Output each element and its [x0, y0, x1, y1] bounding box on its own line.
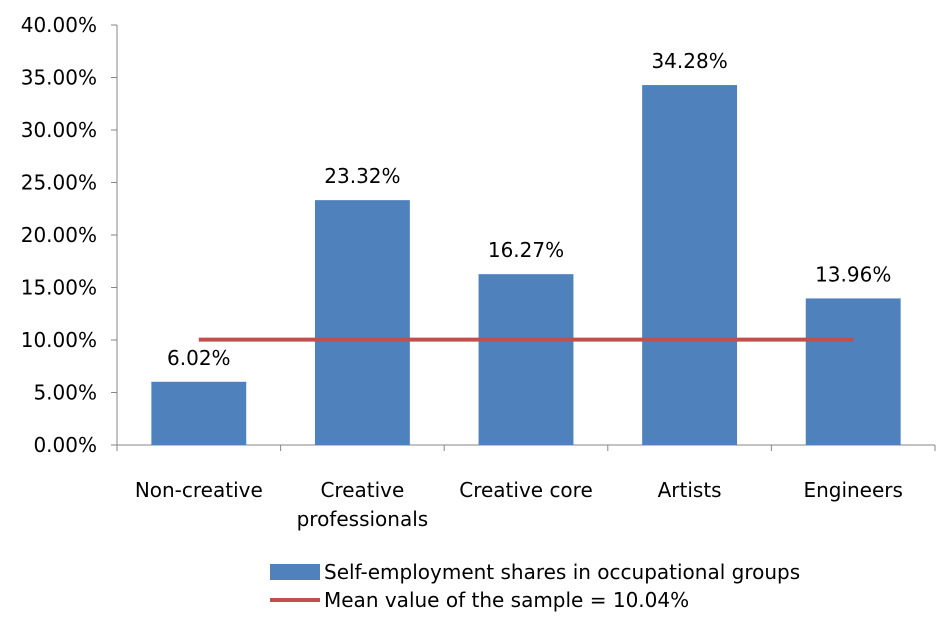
- bar: [314, 200, 410, 445]
- bar: [151, 381, 247, 445]
- legend-swatch-bars: [270, 564, 320, 580]
- y-tick-label: 5.00%: [33, 381, 97, 405]
- y-tick-label: 10.00%: [21, 328, 97, 352]
- data-label: 23.32%: [324, 164, 400, 188]
- data-label: 16.27%: [488, 238, 564, 262]
- legend-label-mean-line: Mean value of the sample = 10.04%: [324, 588, 690, 612]
- legend-item-mean-line: Mean value of the sample = 10.04%: [270, 586, 800, 614]
- y-tick-label: 40.00%: [21, 13, 97, 37]
- y-tick-label: 30.00%: [21, 118, 97, 142]
- y-tick-label: 15.00%: [21, 276, 97, 300]
- x-tick-label: Non-creative: [135, 478, 263, 502]
- x-tick-label: Artists: [658, 478, 722, 502]
- bar: [642, 85, 738, 445]
- data-label: 6.02%: [167, 346, 231, 370]
- y-tick-label: 0.00%: [33, 433, 97, 457]
- data-label: 34.28%: [651, 49, 727, 73]
- y-tick-label: 35.00%: [21, 66, 97, 90]
- x-tick-label: Creative core: [459, 478, 593, 502]
- y-tick-label: 25.00%: [21, 171, 97, 195]
- data-label: 13.96%: [815, 262, 891, 286]
- x-tick-label: Engineers: [803, 478, 903, 502]
- legend-label-bars: Self-employment shares in occupational g…: [324, 560, 801, 584]
- legend-item-bars: Self-employment shares in occupational g…: [270, 558, 800, 586]
- y-tick-label: 20.00%: [21, 223, 97, 247]
- x-tick-label: Creative: [320, 478, 404, 502]
- bar: [805, 298, 901, 445]
- bar: [478, 274, 574, 445]
- legend-swatch-mean-line: [270, 598, 320, 602]
- legend: Self-employment shares in occupational g…: [270, 558, 800, 614]
- x-tick-label: professionals: [297, 507, 429, 531]
